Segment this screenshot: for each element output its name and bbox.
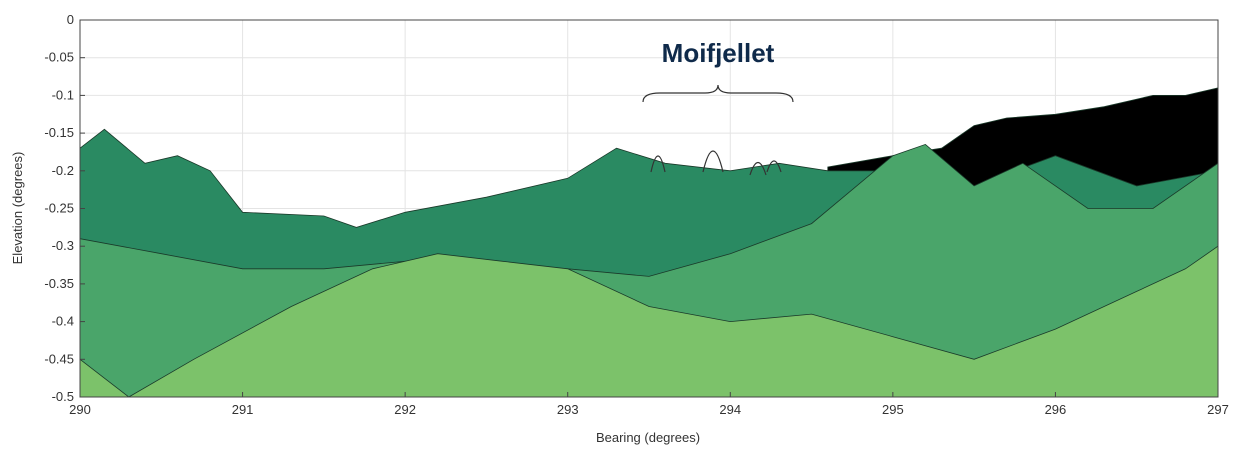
y-tick-label: -0.4 bbox=[52, 314, 74, 329]
y-tick-label: -0.05 bbox=[44, 50, 74, 65]
x-tick-label: 296 bbox=[1045, 402, 1067, 417]
x-axis-label: Bearing (degrees) bbox=[596, 430, 700, 445]
x-tick-label: 294 bbox=[719, 402, 741, 417]
areas-layer bbox=[80, 88, 1218, 397]
annotation-brace bbox=[643, 85, 793, 175]
y-tick-label: -0.45 bbox=[44, 351, 74, 366]
x-tick-label: 297 bbox=[1207, 402, 1229, 417]
chart: Moifjellet 0 -0.05 -0.1 -0.15 -0.2 -0.25 -0.3 -… bbox=[0, 0, 1235, 447]
brace bbox=[643, 85, 793, 102]
y-tick-label: -0.35 bbox=[44, 276, 74, 291]
annotation: Moifjellet bbox=[662, 38, 775, 68]
x-tick-label: 290 bbox=[69, 402, 91, 417]
y-axis-label: Elevation (degrees) bbox=[10, 152, 25, 265]
x-tick-label: 295 bbox=[882, 402, 904, 417]
y-tick-label: 0 bbox=[67, 12, 74, 27]
x-tick-label: 292 bbox=[394, 402, 416, 417]
x-tick-label: 291 bbox=[232, 402, 254, 417]
x-tick-label: 293 bbox=[557, 402, 579, 417]
y-tick-label: -0.15 bbox=[44, 125, 74, 140]
y-tick-label: -0.25 bbox=[44, 201, 74, 216]
y-tick-label: -0.1 bbox=[52, 87, 74, 102]
y-tick-label: -0.3 bbox=[52, 238, 74, 253]
y-tick-label: -0.2 bbox=[52, 163, 74, 178]
